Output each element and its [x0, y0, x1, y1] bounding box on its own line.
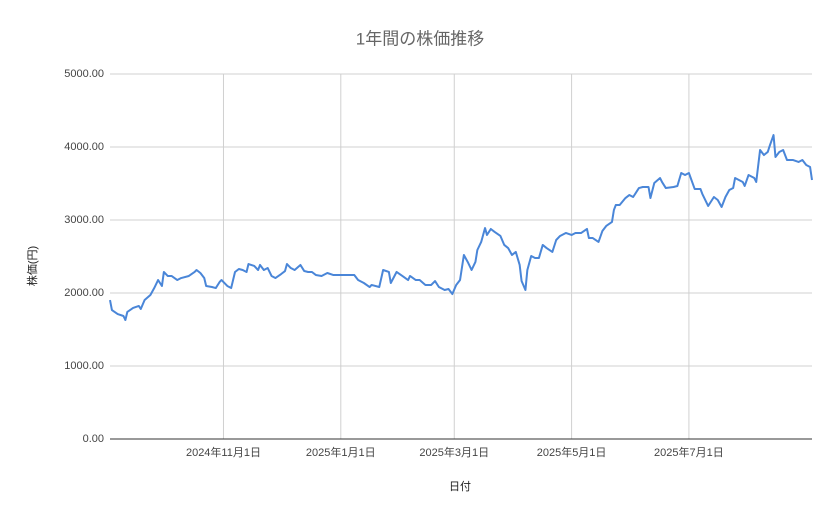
chart-title: 1年間の株価推移: [356, 29, 484, 48]
x-tick-label: 2025年5月1日: [537, 445, 607, 459]
y-tick-label: 2000.00: [64, 287, 104, 299]
x-tick-label: 2025年7月1日: [654, 445, 724, 459]
x-tick-label: 2025年3月1日: [419, 445, 489, 459]
x-axis-title: 日付: [449, 480, 471, 493]
y-tick-label: 1000.00: [64, 360, 104, 372]
y-axis-title: 株価(円): [25, 246, 39, 286]
y-tick-label: 5000.00: [64, 68, 104, 80]
y-tick-label: 0.00: [83, 433, 104, 445]
y-tick-label: 4000.00: [64, 141, 104, 153]
price-line: [109, 134, 813, 322]
y-tick-label: 3000.00: [64, 214, 104, 226]
x-tick-label: 2024年11月1日: [186, 445, 261, 459]
x-tick-label: 2025年1月1日: [306, 445, 376, 459]
